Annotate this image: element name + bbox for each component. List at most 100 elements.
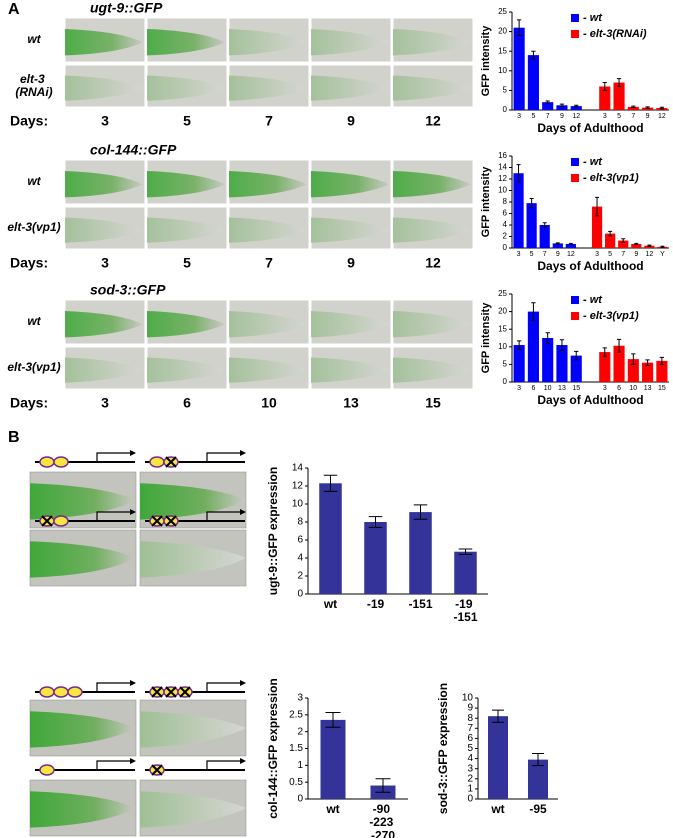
x-tick-label: -95 <box>529 802 547 816</box>
strain-label: elt-3(vp1) <box>7 220 60 234</box>
error-bar <box>645 106 650 109</box>
x-tick-label: 5 <box>530 251 534 258</box>
legend-swatch <box>571 30 579 38</box>
bar <box>591 206 603 248</box>
tss-arrow <box>206 452 240 462</box>
x-tick-label: 3 <box>517 385 521 392</box>
day-label: 12 <box>425 113 441 129</box>
legend-label: - elt-3(vp1) <box>583 172 639 184</box>
x-tick-label: -90 -223 -270 <box>369 802 396 838</box>
worm <box>229 357 307 383</box>
error-bar <box>375 778 391 793</box>
binding-site <box>53 456 69 468</box>
y-tick-label: 20 <box>498 307 507 316</box>
y-tick-label: 10 <box>292 499 304 510</box>
worm <box>147 75 225 101</box>
worm <box>65 311 143 338</box>
arrow-head <box>130 680 136 686</box>
error-bar <box>602 347 607 357</box>
error-bar <box>413 504 428 520</box>
y-tick-label: 16 <box>498 151 507 160</box>
y-tick-label: 0.5 <box>289 777 303 788</box>
days-label: Days: <box>10 395 48 411</box>
worm <box>65 357 143 383</box>
error-bar <box>545 100 550 104</box>
arrow-head <box>240 450 246 456</box>
y-axis-title: GFP intensity <box>480 25 492 97</box>
binding-site <box>149 456 165 468</box>
strain-label: wt <box>27 174 41 188</box>
y-tick-label: 0 <box>467 794 473 805</box>
bar <box>409 512 432 594</box>
day-label: 10 <box>261 395 277 411</box>
error-bar <box>532 753 544 767</box>
legend-label: - wt <box>583 294 603 306</box>
worm <box>147 357 225 383</box>
bar <box>613 82 625 110</box>
x-tick-label: -19 <box>367 597 385 611</box>
bar <box>527 311 539 382</box>
x-tick-label: 12 <box>567 251 575 258</box>
arrow-head <box>130 758 136 764</box>
error-bar <box>529 198 534 209</box>
day-label: 13 <box>343 395 359 411</box>
bar <box>642 362 654 382</box>
x-tick-label: 3 <box>517 251 521 258</box>
error-bar <box>616 78 622 87</box>
y-tick-label: 25 <box>498 289 507 298</box>
bar <box>542 102 554 110</box>
worm <box>393 217 471 243</box>
tss-arrow <box>96 511 130 521</box>
x-tick-label: wt <box>323 597 337 611</box>
legend-label: - elt-3(vp1) <box>583 310 639 322</box>
bar <box>599 86 611 110</box>
y-tick-label: 2 <box>503 232 508 241</box>
x-tick-label: 3 <box>595 251 599 258</box>
y-axis-title: GFP intensity <box>480 166 492 238</box>
worm <box>140 791 246 828</box>
day-label: 5 <box>183 255 191 271</box>
y-tick-label: 3 <box>467 763 473 774</box>
error-bar <box>492 709 504 723</box>
worm <box>147 171 225 198</box>
error-bar <box>555 242 560 245</box>
bar <box>552 243 563 248</box>
tss-arrow <box>96 682 130 692</box>
worm <box>65 75 143 101</box>
error-bar <box>660 245 665 248</box>
y-tick-label: 4 <box>297 553 303 564</box>
worm <box>65 29 143 56</box>
error-bar <box>659 356 665 365</box>
error-bar <box>458 548 473 555</box>
bar <box>513 345 525 382</box>
y-tick-label: 0 <box>503 377 508 386</box>
worm <box>229 171 307 198</box>
y-tick-label: 1 <box>297 760 303 771</box>
y-axis-title: ugt-9::GFP expression <box>266 467 280 595</box>
tss-arrow <box>206 682 240 692</box>
tss-arrow <box>206 760 240 770</box>
bar <box>513 173 524 248</box>
y-tick-label: 2 <box>297 726 303 737</box>
worm <box>30 483 136 520</box>
bar <box>319 483 342 594</box>
x-tick-label: 3 <box>603 113 607 120</box>
day-label: 5 <box>183 113 191 129</box>
x-tick-label: 3 <box>603 385 607 392</box>
y-tick-label: 20 <box>498 27 507 36</box>
worm <box>393 357 471 383</box>
x-tick-label: -151 <box>408 597 432 611</box>
error-bar <box>574 104 579 108</box>
error-bar <box>631 353 636 365</box>
bar <box>527 55 539 110</box>
error-bar <box>542 222 547 228</box>
tss-arrow <box>96 760 130 770</box>
y-tick-label: 10 <box>498 186 507 195</box>
worm <box>147 217 225 243</box>
gene-title: ugt-9::GFP <box>90 0 163 16</box>
mutation-cross <box>165 515 177 527</box>
y-tick-label: 9 <box>467 703 473 714</box>
worm <box>393 29 471 56</box>
strain-label: elt-3 (RNAi) <box>15 72 52 99</box>
error-bar <box>659 106 665 110</box>
